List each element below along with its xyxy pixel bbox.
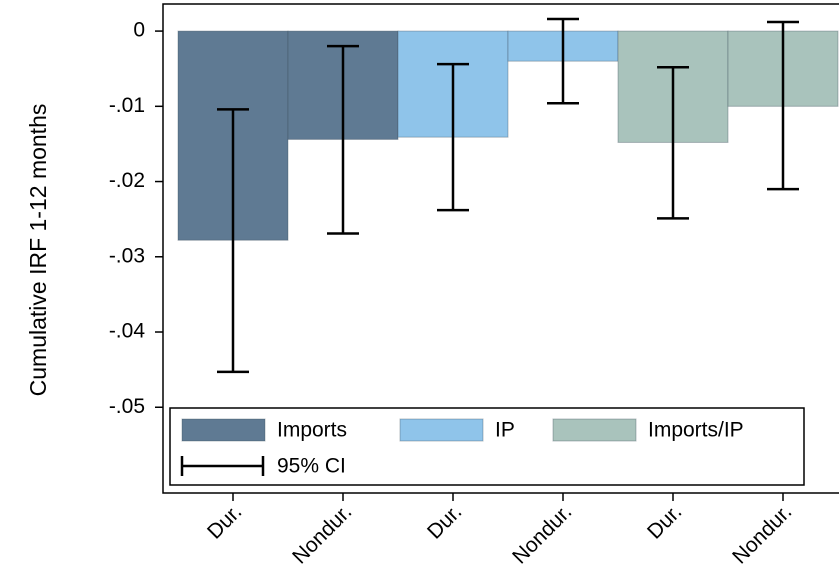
y-tick-label: -.03 xyxy=(109,244,145,267)
error-bar xyxy=(547,17,579,105)
y-tick-label: 0 xyxy=(133,19,145,42)
legend-label: IP xyxy=(495,419,515,442)
legend-swatch xyxy=(552,418,637,442)
legend-label: Imports/IP xyxy=(648,419,744,442)
error-bar xyxy=(327,44,359,235)
x-tick-label: Dur. xyxy=(203,500,246,543)
legend-ci-symbol xyxy=(180,456,265,476)
plot-frame xyxy=(162,3,839,494)
legend-label: Imports xyxy=(277,419,347,442)
error-bar xyxy=(657,65,689,220)
legend-box xyxy=(169,407,805,486)
x-tick-label: Nondur. xyxy=(288,500,356,568)
y-tick-label: -.05 xyxy=(109,395,145,418)
error-bar xyxy=(437,62,469,212)
legend-swatch xyxy=(399,418,484,442)
legend-label: 95% CI xyxy=(277,455,346,478)
y-tick-label: -.01 xyxy=(109,94,145,117)
error-bar xyxy=(217,108,249,374)
x-tick-label: Nondur. xyxy=(508,500,576,568)
error-bar xyxy=(767,20,799,191)
y-tick-label: -.04 xyxy=(109,320,146,343)
x-tick-label: Nondur. xyxy=(728,500,796,568)
x-tick-label: Dur. xyxy=(643,500,686,543)
y-tick-label: -.02 xyxy=(109,169,145,192)
legend-swatch xyxy=(181,418,266,442)
x-tick-label: Dur. xyxy=(423,500,466,543)
y-axis-title: Cumulative IRF 1-12 months xyxy=(25,104,51,397)
